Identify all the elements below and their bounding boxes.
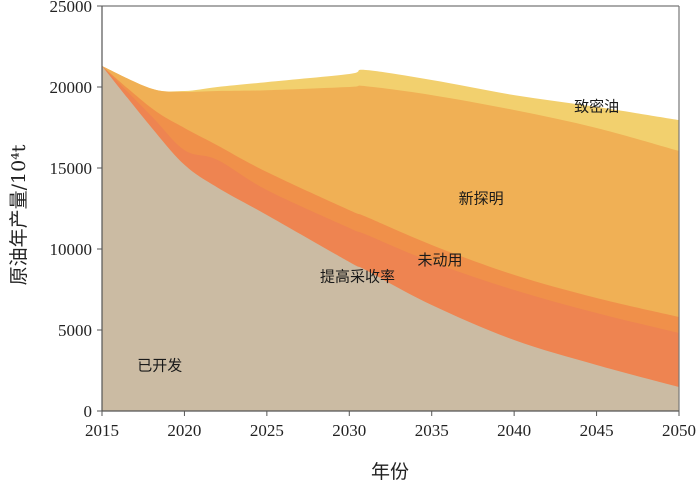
x-tick-label: 2050 xyxy=(662,421,696,440)
x-axis-label: 年份 xyxy=(371,461,409,483)
area-0 xyxy=(102,65,679,411)
x-tick-label: 2035 xyxy=(415,421,449,440)
area-annotation: 未动用 xyxy=(417,251,462,269)
y-tick-label: 10000 xyxy=(50,240,93,259)
area-annotation: 致密油 xyxy=(574,97,619,115)
area-layers xyxy=(102,65,679,411)
y-tick-label: 25000 xyxy=(50,0,93,16)
x-tick-label: 2025 xyxy=(250,421,284,440)
y-axis-label: 原油年产量/10⁴t xyxy=(8,144,30,285)
y-tick-label: 15000 xyxy=(50,159,93,178)
area-annotation: 提高采收率 xyxy=(320,267,395,285)
x-ticks: 2015 2020 2025 2030 2035 2040 2045 2050 xyxy=(85,411,696,440)
area-annotation: 新探明 xyxy=(459,190,504,208)
annotations: 已开发 提高采收率 未动用 新探明 致密油 xyxy=(137,97,619,374)
x-tick-label: 2040 xyxy=(497,421,531,440)
x-tick-label: 2045 xyxy=(580,421,614,440)
x-tick-label: 2015 xyxy=(85,421,119,440)
x-tick-label: 2030 xyxy=(332,421,366,440)
area-annotation: 已开发 xyxy=(137,357,182,375)
y-tick-label: 20000 xyxy=(50,78,93,97)
x-tick-label: 2020 xyxy=(167,421,201,440)
y-ticks: 0 5000 10000 15000 20000 25000 xyxy=(50,0,102,421)
y-tick-label: 5000 xyxy=(58,321,92,340)
y-tick-label: 0 xyxy=(84,402,93,421)
